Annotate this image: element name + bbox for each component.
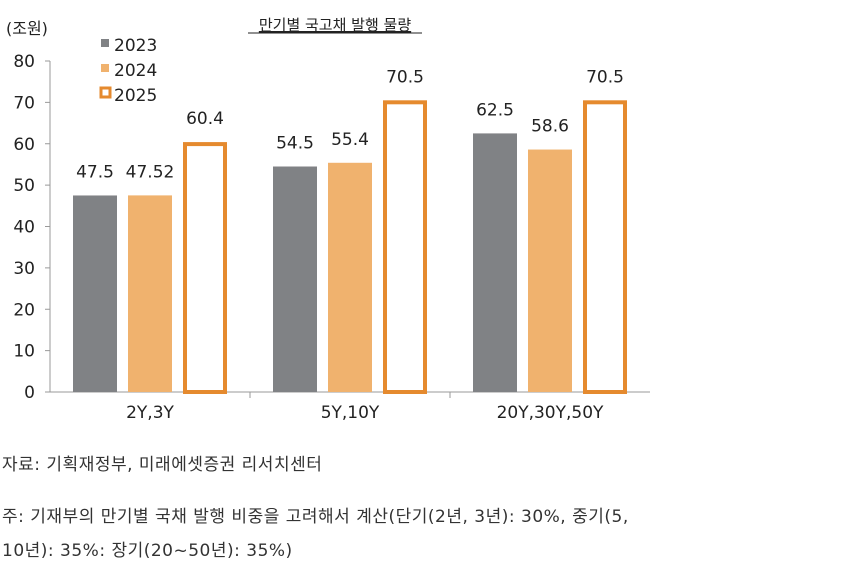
legend-swatch-2023	[101, 39, 109, 47]
y-tick-label: 60	[13, 135, 35, 155]
bar-2024	[528, 149, 572, 392]
y-tick-label: 20	[13, 300, 35, 320]
bar-2023	[273, 166, 317, 392]
data-label: 47.52	[126, 162, 175, 182]
chart-title: 만기별 국고채 발행 물량	[259, 16, 412, 34]
legend-swatch-2025	[99, 86, 112, 99]
y-tick-label: 10	[13, 342, 35, 362]
x-tick-label: 5Y,10Y	[321, 403, 380, 423]
data-label: 60.4	[186, 109, 224, 129]
bar-2025	[183, 142, 227, 394]
data-label: 54.5	[276, 134, 314, 154]
y-tick-label: 30	[13, 259, 35, 279]
x-tick-label: 2Y,3Y	[126, 403, 174, 423]
bar-2025	[583, 100, 627, 395]
bar-2023	[473, 133, 517, 392]
x-tick-label: 20Y,30Y,50Y	[497, 403, 604, 423]
bar-2025	[383, 100, 427, 395]
bar-2024	[328, 162, 372, 392]
data-label: 70.5	[386, 67, 424, 87]
y-tick-label: 70	[13, 93, 35, 113]
y-tick-label: 0	[24, 383, 35, 403]
legend-swatch-2024	[101, 64, 109, 72]
data-label: 62.5	[476, 100, 514, 120]
bar-2024	[128, 195, 172, 392]
legend-label: 2023	[114, 36, 157, 56]
bar-2023	[73, 195, 117, 392]
y-axis-unit: (조원)	[6, 19, 48, 38]
footnote-line-2: 10년): 35%: 장기(20~50년): 35%)	[2, 541, 293, 561]
bar-chart: 만기별 국고채 발행 물량 (조원) 0 10 20 30 40 50 60 70 80 2Y,3Y 4…	[6, 16, 650, 423]
footnote-line-1: 주: 기재부의 만기별 국채 발행 비중을 고려해서 계산(단기(2년, 3년)…	[2, 507, 629, 527]
source-note: 자료: 기획재정부, 미래에셋증권 리서치센터	[2, 455, 323, 475]
data-label: 58.6	[531, 117, 569, 137]
y-tick-label: 40	[13, 218, 35, 238]
y-tick-label: 50	[13, 176, 35, 196]
legend-label: 2024	[114, 61, 157, 81]
y-tick-label: 80	[13, 52, 35, 72]
legend-label: 2025	[114, 86, 157, 106]
data-label: 55.4	[331, 130, 369, 150]
data-label: 70.5	[586, 67, 624, 87]
data-label: 47.5	[76, 162, 114, 182]
